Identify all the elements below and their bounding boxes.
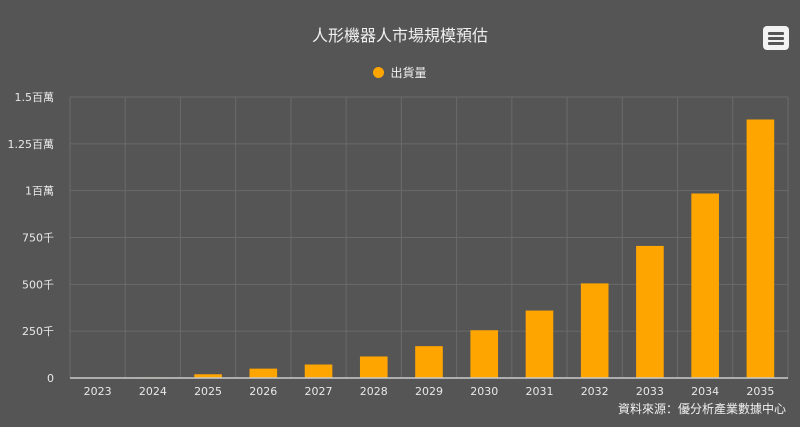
y-tick-label: 250千 xyxy=(22,325,54,338)
y-tick-label: 1.5百萬 xyxy=(15,91,55,104)
bar-2030 xyxy=(470,330,499,378)
x-tick-label: 2024 xyxy=(139,385,167,398)
x-tick-label: 2029 xyxy=(415,385,443,398)
bar-2025 xyxy=(194,374,222,378)
y-tick-label: 500千 xyxy=(22,278,54,291)
x-tick-label: 2032 xyxy=(581,385,609,398)
hamburger-menu-icon-line xyxy=(768,37,784,40)
credits-text: 資料來源：優分析產業數據中心 xyxy=(617,402,786,416)
hamburger-menu-icon xyxy=(768,32,784,35)
bar-2033 xyxy=(636,245,664,378)
x-tick-label: 2023 xyxy=(84,385,112,398)
y-tick-label: 1百萬 xyxy=(25,185,54,198)
y-tick-label: 1.25百萬 xyxy=(8,138,55,151)
hamburger-menu-icon-line xyxy=(768,42,784,45)
x-tick-label: 2034 xyxy=(691,385,719,398)
bar-2034 xyxy=(691,193,719,378)
x-tick-label: 2025 xyxy=(194,385,222,398)
x-tick-label: 2027 xyxy=(305,385,333,398)
x-tick-label: 2030 xyxy=(470,385,498,398)
bar-2029 xyxy=(415,346,443,378)
x-tick-label: 2028 xyxy=(360,385,388,398)
bar-2026 xyxy=(249,368,278,378)
y-tick-label: 750千 xyxy=(22,232,54,245)
legend-marker-icon xyxy=(373,67,385,78)
legend-item[interactable]: 出貨量 xyxy=(0,64,800,81)
bar-2031 xyxy=(525,310,554,378)
bar-2028 xyxy=(359,356,388,378)
bar-2035 xyxy=(746,119,775,378)
bar-2027 xyxy=(304,364,333,378)
x-tick-label: 2031 xyxy=(525,385,553,398)
y-tick-label: 0 xyxy=(47,372,54,385)
legend-label: 出貨量 xyxy=(390,66,427,80)
x-tick-label: 2035 xyxy=(746,385,774,398)
x-tick-label: 2026 xyxy=(249,385,277,398)
x-tick-label: 2033 xyxy=(636,385,664,398)
bar-2032 xyxy=(580,283,609,378)
chart-title: 人形機器人市場規模預估 xyxy=(311,26,488,45)
chart-menu-button[interactable] xyxy=(763,26,789,50)
